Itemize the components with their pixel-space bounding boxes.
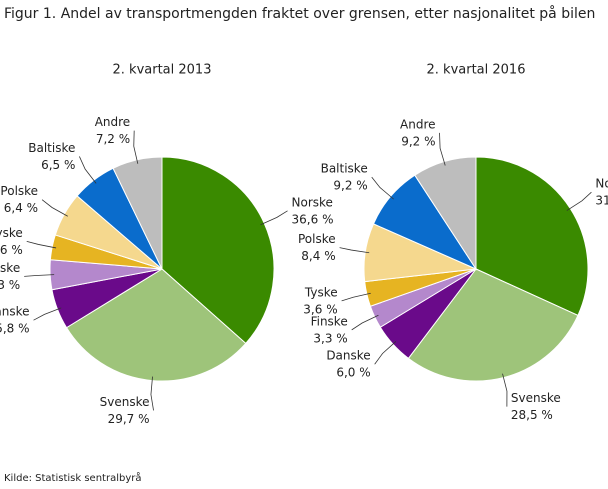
slice-label: Norske bbox=[595, 177, 608, 191]
slice-value-label: 29,7 % bbox=[108, 412, 150, 426]
leader-line bbox=[341, 292, 371, 302]
slice-label: Danske bbox=[0, 305, 30, 319]
leader-line bbox=[351, 314, 379, 331]
slice-value-label: 9,2 % bbox=[333, 179, 367, 193]
slice-value-label: 31,8 % bbox=[595, 194, 608, 208]
slice-label: Polske bbox=[298, 232, 336, 246]
leader-line bbox=[374, 341, 397, 365]
leader-line bbox=[133, 130, 139, 164]
slice-value-label: 4,3 % bbox=[0, 278, 20, 292]
pie-title: 2. kvartal 2013 bbox=[113, 63, 212, 78]
leader-line bbox=[439, 132, 446, 166]
leader-line bbox=[79, 156, 97, 184]
slice-label: Svenske bbox=[511, 391, 561, 405]
slice-value-label: 6,4 % bbox=[4, 201, 38, 215]
slice-value-label: 36,6 % bbox=[292, 212, 334, 226]
slice-label: Andre bbox=[400, 117, 435, 131]
slice-label: Tyske bbox=[0, 226, 23, 240]
slice-value-label: 28,5 % bbox=[511, 408, 553, 422]
slice-value-label: 7,2 % bbox=[96, 132, 130, 146]
slice-value-label: 3,6 % bbox=[0, 243, 23, 257]
slice-label: Andre bbox=[95, 115, 130, 129]
slice-value-label: 8,4 % bbox=[301, 249, 335, 263]
leader-line bbox=[566, 191, 592, 211]
leader-line bbox=[33, 307, 62, 321]
figure-title: Figur 1. Andel av transportmengden frakt… bbox=[4, 5, 595, 22]
leader-line bbox=[41, 199, 68, 217]
leader-line bbox=[371, 176, 394, 200]
slice-value-label: 3,3 % bbox=[313, 331, 347, 345]
slice-label: Norske bbox=[292, 195, 333, 209]
leader-line bbox=[150, 376, 154, 411]
pie-title: 2. kvartal 2016 bbox=[427, 63, 526, 78]
slice-value-label: 6,0 % bbox=[336, 366, 370, 380]
slice-label: Tyske bbox=[304, 285, 338, 299]
leader-line bbox=[260, 210, 288, 226]
slice-value-label: 9,2 % bbox=[401, 134, 435, 148]
slice-label: Baltiske bbox=[321, 162, 368, 176]
slice-label: Finske bbox=[311, 314, 348, 328]
slice-label: Baltiske bbox=[28, 141, 75, 155]
source: Kilde: Statistisk sentralbyrå bbox=[4, 471, 142, 484]
slice-label: Danske bbox=[326, 349, 370, 363]
slice-value-label: 6,5 % bbox=[41, 158, 75, 172]
slice-label: Polske bbox=[0, 184, 38, 198]
leader-line bbox=[24, 274, 55, 277]
leader-line bbox=[339, 247, 370, 254]
slice-label: Finske bbox=[0, 261, 20, 275]
slice-value-label: 5,8 % bbox=[0, 322, 30, 336]
slice-label: Svenske bbox=[100, 395, 150, 409]
leader-line bbox=[26, 240, 57, 249]
leader-line bbox=[502, 373, 508, 407]
slice-value-label: 3,6 % bbox=[303, 302, 337, 316]
